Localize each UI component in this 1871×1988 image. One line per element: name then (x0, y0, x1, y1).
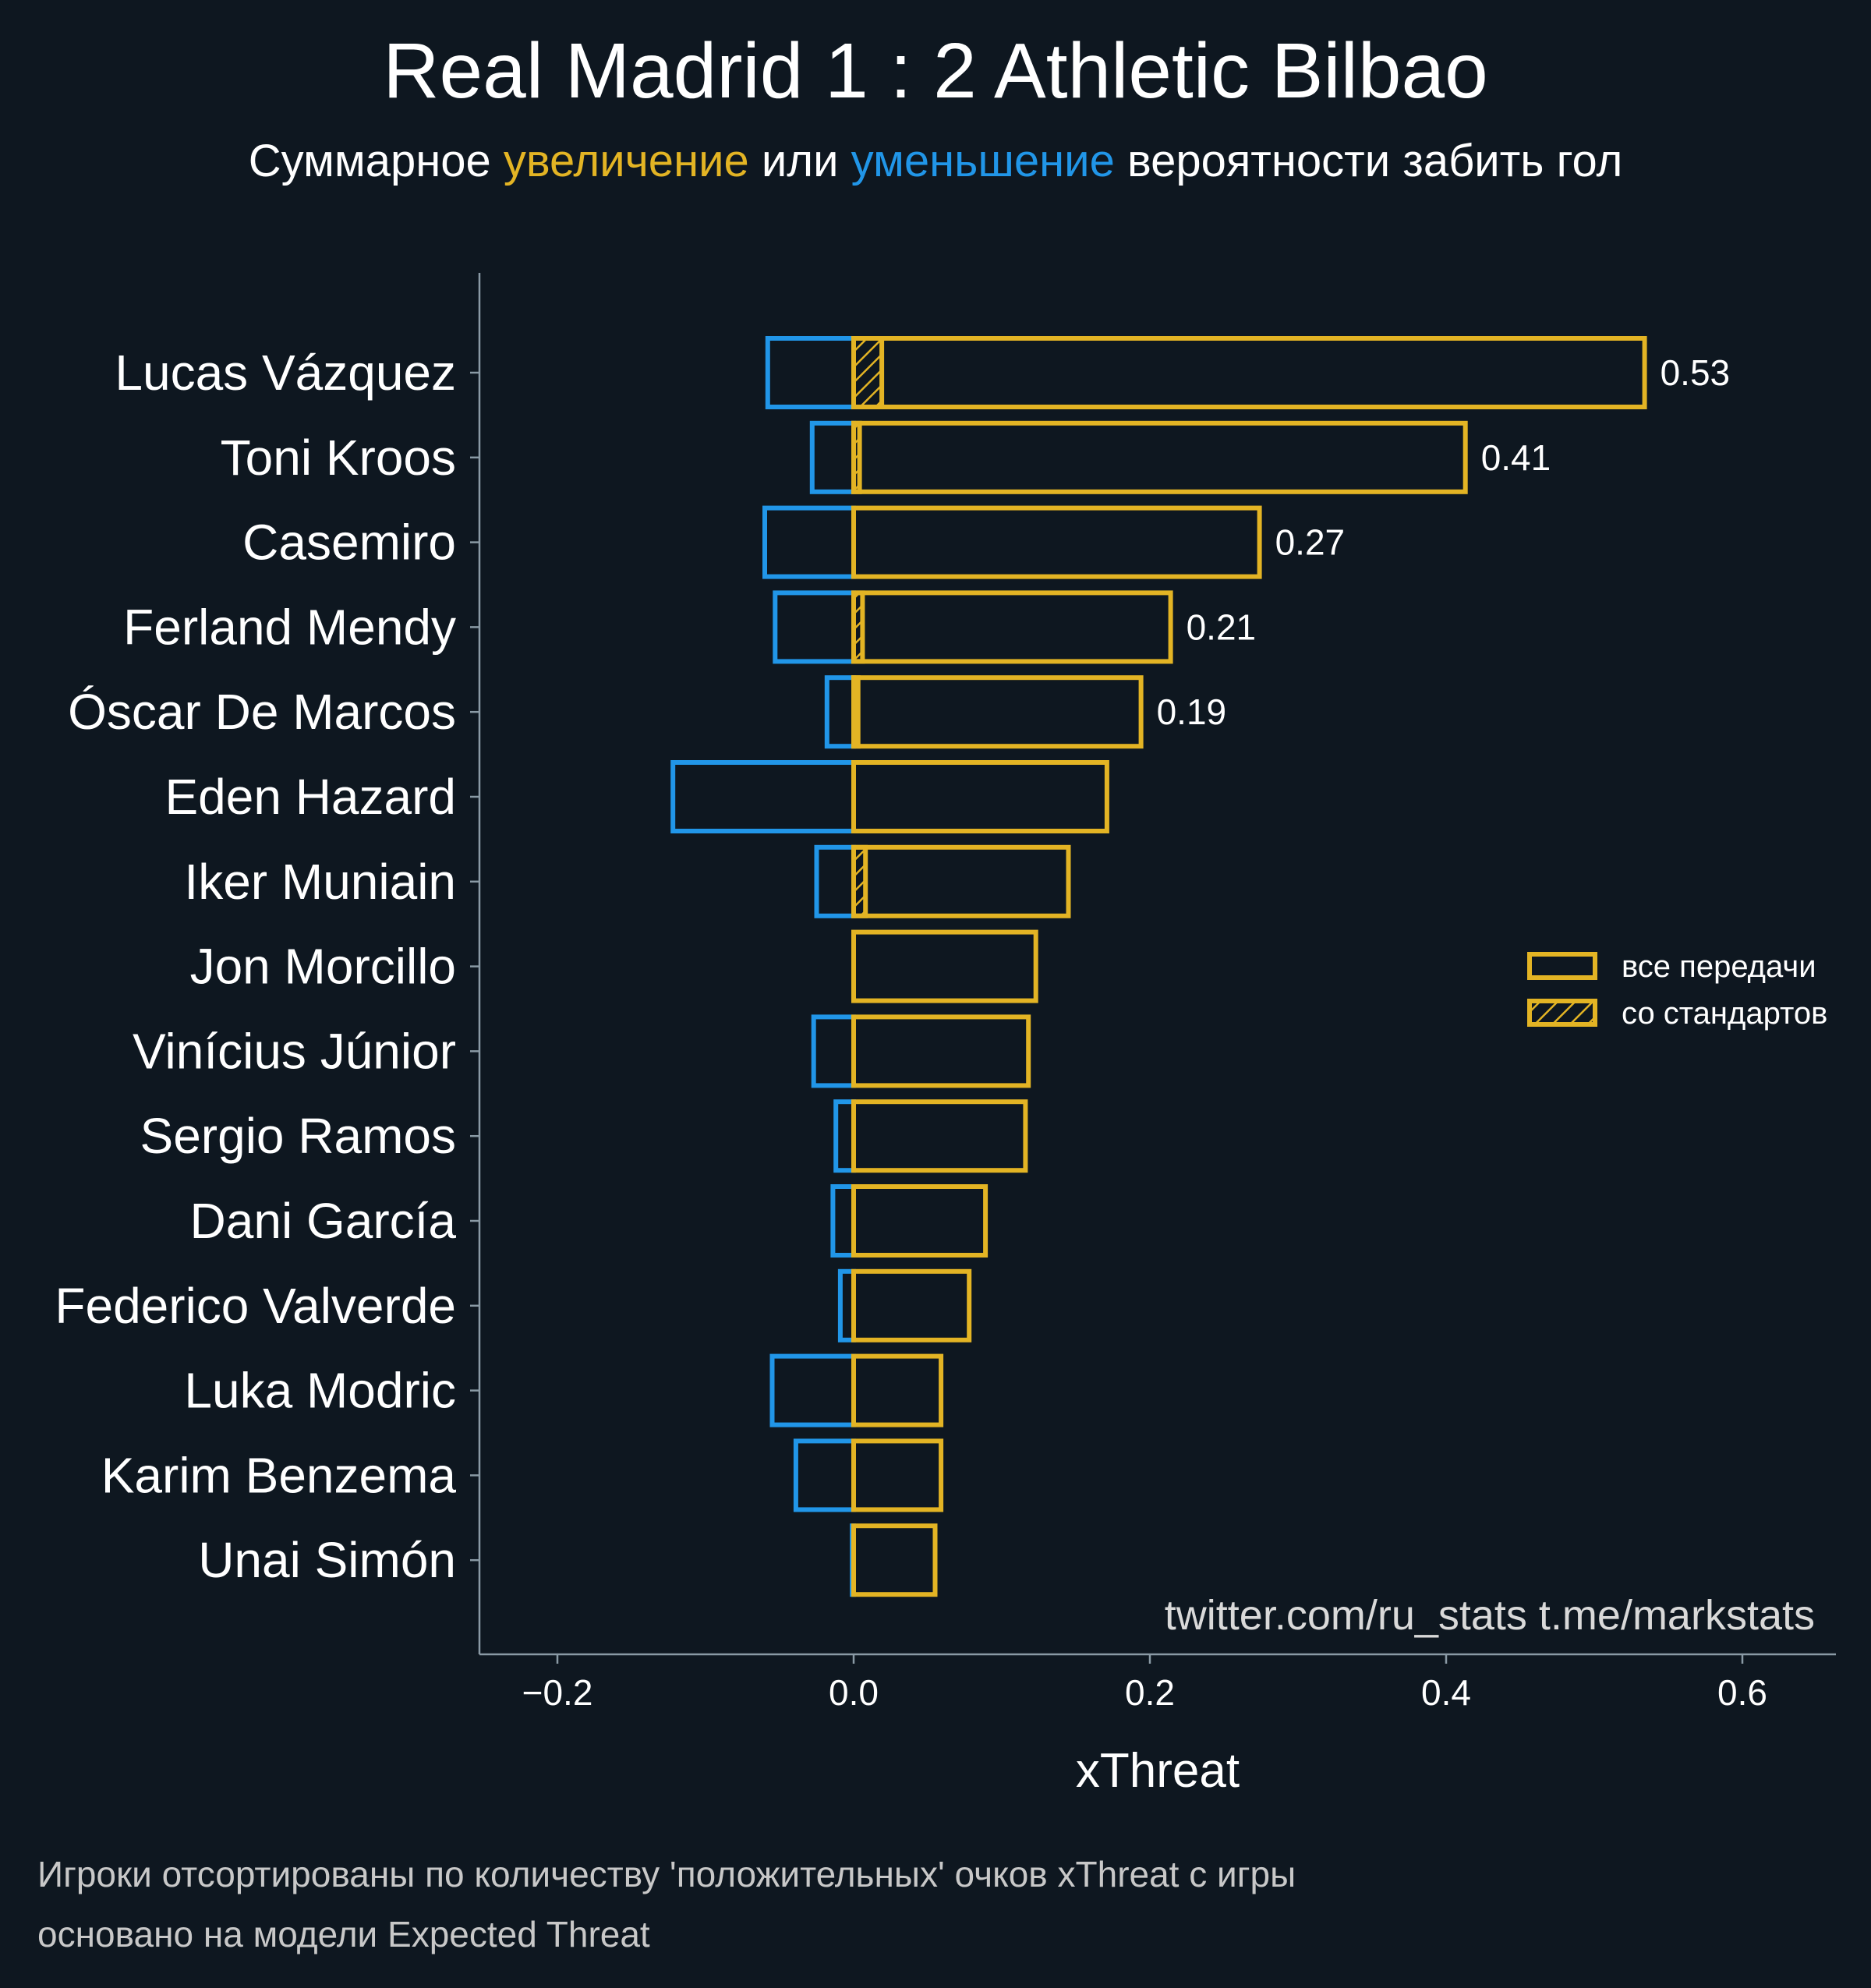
x-tick-label-1: 0.0 (829, 1672, 879, 1713)
player-label-karim-benzema: Karim Benzema (101, 1447, 457, 1503)
bar-positive-jon-morcillo (851, 929, 1038, 1003)
bar-negative-casemiro (762, 505, 856, 579)
bar-negative-lucas-vazquez (765, 336, 856, 409)
player-label-vinicius-junior: Vinícius Júnior (133, 1023, 456, 1079)
bar-positive-karim-benzema (851, 1438, 944, 1512)
bar-positive-luka-modric (851, 1353, 944, 1427)
value-label-toni-kroos: 0.41 (1481, 437, 1551, 478)
bar-negative-toni-kroos (809, 420, 857, 494)
value-label-oscar-de-marcos: 0.19 (1157, 692, 1227, 732)
player-label-jon-morcillo: Jon Morcillo (190, 939, 456, 995)
bar-positive-lucas-vazquez (851, 336, 1647, 409)
bar-positive-unai-simon (851, 1523, 938, 1597)
player-label-toni-kroos: Toni Kroos (221, 430, 456, 486)
footnote-line-2: основано на модели Expected Threat (37, 1914, 650, 1954)
bar-positive-casemiro (851, 505, 1262, 579)
x-axis-label: xThreat (1076, 1744, 1240, 1798)
player-label-oscar-de-marcos: Óscar De Marcos (68, 684, 456, 740)
bar-negative-eden-hazard (670, 760, 857, 833)
player-label-lucas-vazquez: Lucas Vázquez (115, 345, 456, 401)
footnote-line-1: Игроки отсортированы по количеству 'поло… (37, 1854, 1296, 1894)
player-label-iker-muniain: Iker Muniain (184, 854, 456, 910)
legend-swatch-setpieces (1527, 999, 1597, 1027)
player-label-luka-modric: Luka Modric (184, 1363, 456, 1419)
bar-positive-federico-valverde (851, 1268, 972, 1342)
bar-positive-iker-muniain (851, 844, 1071, 918)
legend-label-all-passes: все передачи (1622, 950, 1816, 984)
x-tick-label-3: 0.4 (1421, 1672, 1471, 1713)
player-label-federico-valverde: Federico Valverde (55, 1278, 456, 1334)
bar-positive-vinicius-junior (851, 1014, 1031, 1088)
bar-negative-iker-muniain (814, 844, 856, 918)
bar-negative-vinicius-junior (811, 1014, 856, 1088)
subtitle-highlight-decrease: уменьшение (851, 136, 1115, 186)
subtitle-part-3: вероятности забить гол (1115, 136, 1622, 186)
legend-label-setpieces: со стандартов (1622, 996, 1827, 1031)
subtitle-highlight-increase: увеличение (504, 136, 749, 186)
credit-text: twitter.com/ru_stats t.me/markstats (1165, 1592, 1815, 1639)
bar-positive-ferland-mendy (851, 590, 1173, 664)
value-label-lucas-vazquez: 0.53 (1661, 352, 1731, 393)
bar-positive-oscar-de-marcos (851, 675, 1144, 749)
x-tick-label-0: −0.2 (522, 1672, 593, 1713)
bar-negative-sergio-ramos (833, 1099, 856, 1173)
legend-swatch-all-passes (1527, 952, 1597, 980)
bar-setpiece-lucas-vazquez (851, 336, 885, 409)
subtitle-part-2: или (749, 136, 851, 186)
player-label-eden-hazard: Eden Hazard (164, 769, 456, 825)
bar-positive-eden-hazard (851, 760, 1109, 833)
bar-setpiece-toni-kroos (851, 420, 862, 494)
bar-positive-dani-garcia (851, 1184, 989, 1258)
subtitle-part-1: Суммарное (249, 136, 504, 186)
bar-setpiece-oscar-de-marcos (851, 675, 861, 749)
player-label-dani-garcia: Dani García (190, 1193, 457, 1249)
player-label-sergio-ramos: Sergio Ramos (140, 1108, 457, 1164)
bar-positive-toni-kroos (851, 420, 1468, 494)
bar-negative-luka-modric (769, 1353, 856, 1427)
bar-positive-sergio-ramos (851, 1099, 1028, 1173)
bar-negative-oscar-de-marcos (824, 675, 857, 749)
x-tick-label-2: 0.2 (1125, 1672, 1175, 1713)
bar-negative-ferland-mendy (773, 590, 856, 664)
bar-setpiece-iker-muniain (851, 844, 868, 918)
chart-subtitle: Суммарное увеличение или уменьшение веро… (249, 136, 1623, 186)
bar-setpiece-ferland-mendy (851, 590, 865, 664)
player-label-unai-simon: Unai Simón (198, 1532, 456, 1588)
chart-title: Real Madrid 1 : 2 Athletic Bilbao (383, 27, 1487, 115)
plot-area: Lucas Vázquez 0.53 Toni Kroos 0.41 Casemiro 0… (55, 273, 1836, 1798)
bar-negative-karim-benzema (793, 1438, 857, 1512)
player-label-ferland-mendy: Ferland Mendy (123, 599, 456, 655)
player-label-casemiro: Casemiro (242, 515, 456, 571)
value-label-ferland-mendy: 0.21 (1187, 607, 1257, 647)
value-label-casemiro: 0.27 (1275, 522, 1346, 563)
x-tick-label-4: 0.6 (1717, 1672, 1767, 1713)
bar-negative-dani-garcia (830, 1184, 857, 1258)
